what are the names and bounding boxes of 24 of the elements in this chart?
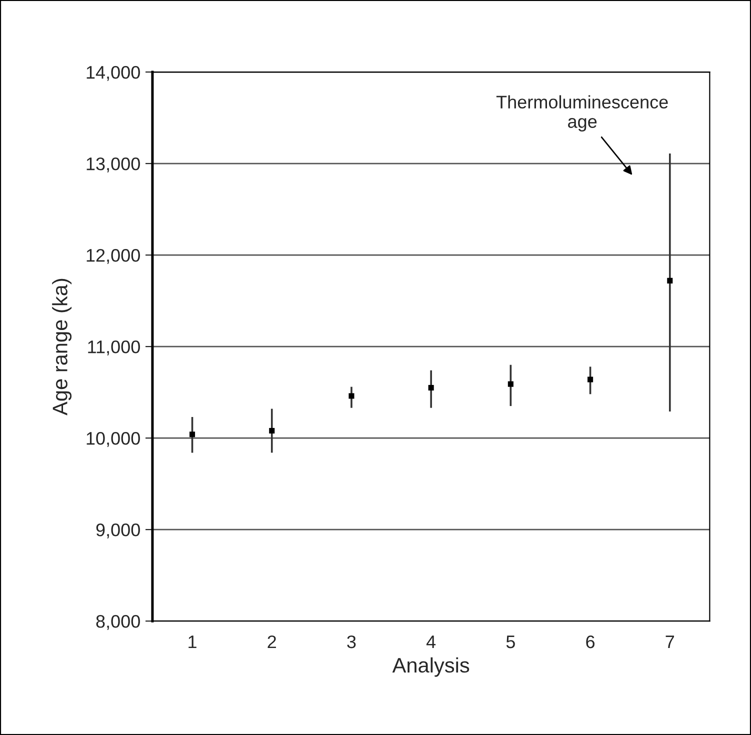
x-tick-label: 4 [426,636,436,648]
annotation: Thermoluminescence age [496,95,668,132]
y-tick-label: 12,000 [86,248,140,264]
y-tick-label: 8,000 [96,615,140,630]
y-tick-label: 11,000 [88,340,140,356]
x-tick-label: 1 [188,636,196,648]
point [508,381,514,387]
point [189,432,196,438]
x-tick-label: 5 [506,636,515,648]
x-tick-label: 7 [666,636,674,648]
point [667,278,673,284]
y-tick-label: 13,000 [86,157,140,172]
x-tick-label: 3 [347,635,356,648]
x-tick-label: 6 [586,635,595,648]
y-tick-label: 10,000 [86,432,140,447]
point [269,428,275,434]
point [588,376,594,382]
y-tick-label: 9,000 [96,524,140,538]
y-tick-label: 14,000 [86,66,140,81]
x-axis-title: Analysis [392,657,470,677]
x-tick-label: 2 [268,635,276,648]
point [428,384,434,391]
y-axis-title: Age range (ka) [52,278,72,416]
point [348,393,354,399]
